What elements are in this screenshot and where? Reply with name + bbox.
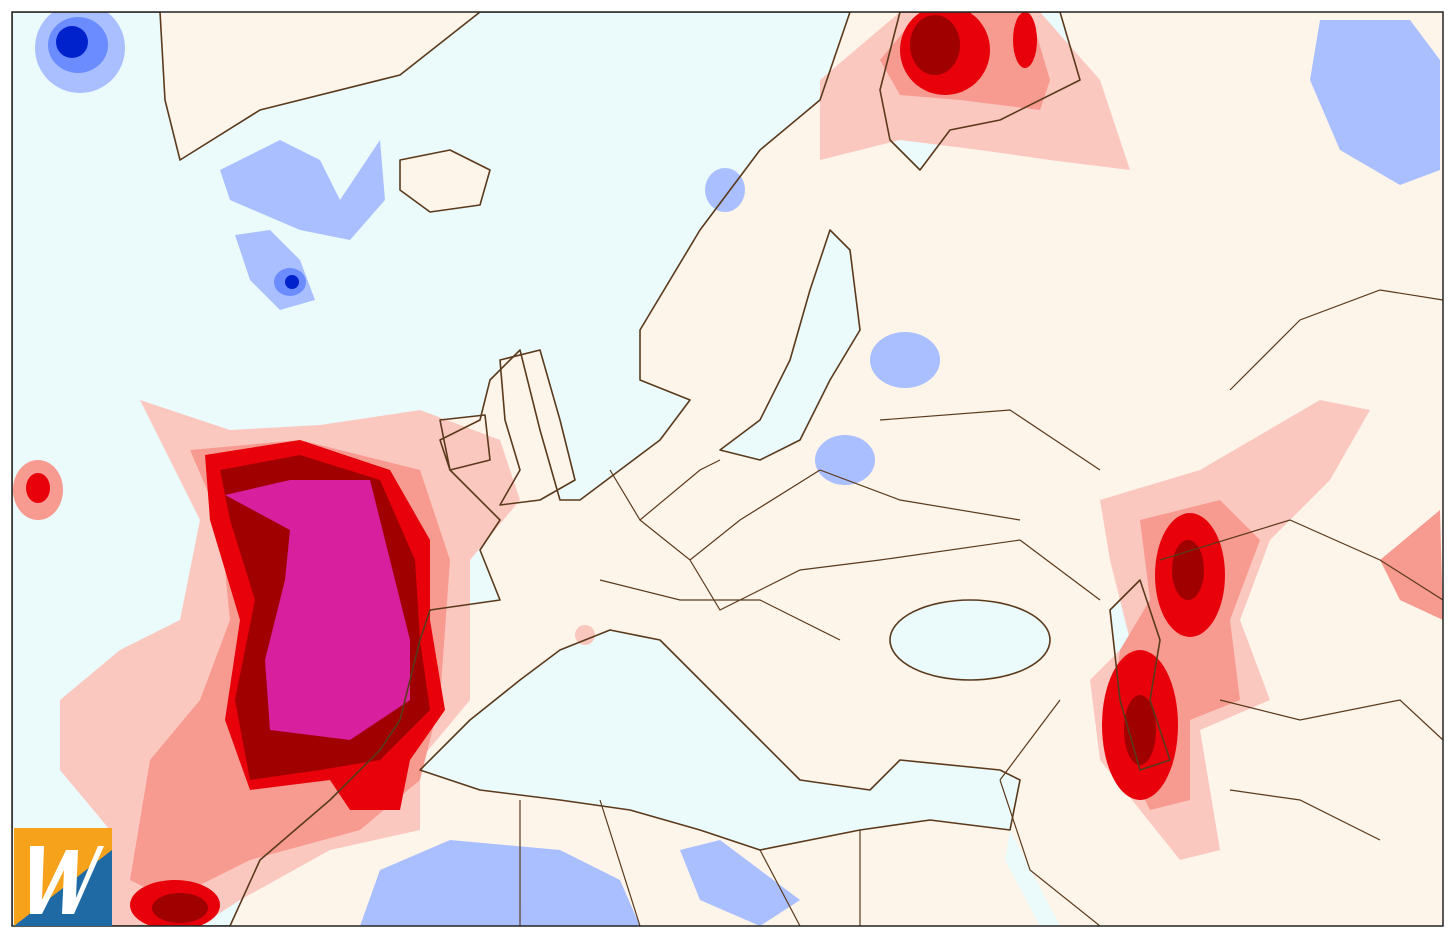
borders bbox=[519, 289, 1443, 926]
map-layers bbox=[12, 12, 1443, 926]
logo bbox=[14, 828, 112, 926]
warm-anomalies bbox=[13, 12, 1443, 926]
water bbox=[12, 12, 1170, 926]
cold-anomalies bbox=[35, 12, 1440, 926]
coastlines bbox=[12, 12, 1171, 926]
frame bbox=[11, 11, 1444, 927]
